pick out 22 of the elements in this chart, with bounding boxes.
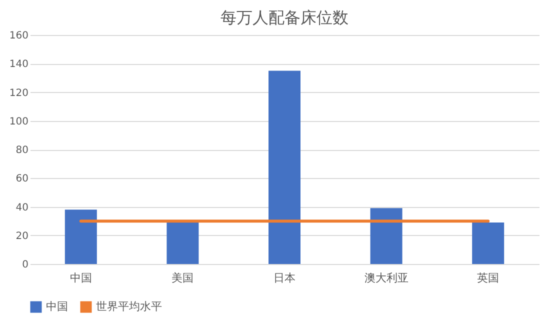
chart-title: 每万人配备床位数 — [220, 8, 348, 27]
y-tick-label: 40 — [16, 202, 28, 214]
bar — [472, 222, 504, 264]
bar — [268, 70, 300, 264]
bar — [64, 210, 97, 264]
y-tick-label: 0 — [22, 260, 28, 270]
x-tick-label: 中国 — [70, 272, 92, 284]
y-tick-label: 120 — [9, 88, 28, 99]
bar — [166, 222, 199, 264]
y-tick-label: 100 — [9, 116, 28, 128]
y-tick-label: 160 — [9, 30, 28, 42]
x-tick-label: 美国 — [172, 272, 194, 284]
legend-label: 中国 — [46, 300, 68, 313]
y-tick-label: 20 — [16, 230, 28, 242]
y-tick-label: 80 — [16, 145, 28, 156]
y-tick-label: 140 — [9, 59, 28, 70]
x-tick-label: 日本 — [274, 272, 296, 284]
x-tick-label: 英国 — [477, 272, 500, 284]
bar — [370, 208, 402, 264]
y-tick-label: 60 — [16, 174, 28, 185]
legend-label: 世界平均水平 — [96, 300, 162, 313]
x-tick-label: 澳大利亚 — [364, 272, 408, 284]
